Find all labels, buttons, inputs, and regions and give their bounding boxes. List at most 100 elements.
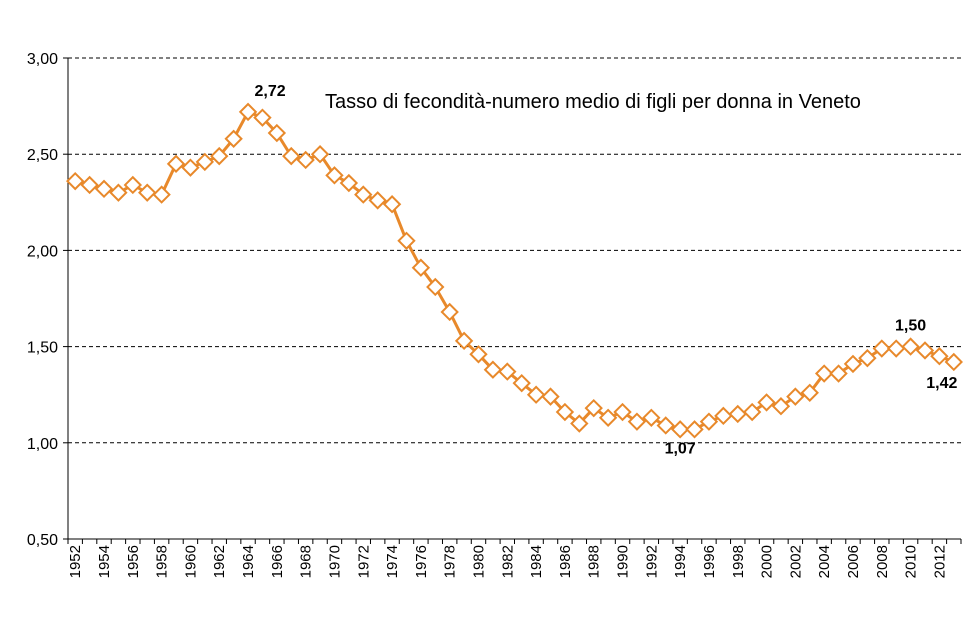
data-point [584,398,603,418]
data-label: 1,07 [665,440,696,457]
data-label: 1,50 [895,318,926,335]
data-point [483,360,503,379]
series-group [66,102,963,439]
data-point [339,173,359,193]
x-axis-ticks: 1952 1954 1956 1958 1960 1962 1964 1966 1968 1970… [67,539,962,578]
data-point [742,402,762,422]
x-tick-label: 1956 [125,545,142,578]
data-point [123,175,143,195]
x-tick-label: 1994 [672,545,689,578]
x-tick-label: 1972 [355,545,372,578]
data-point [498,362,517,381]
axes [67,58,961,540]
x-tick-label: 1978 [442,545,459,578]
y-tick-label: 2,00 [27,243,58,260]
y-tick-label: 0,50 [27,532,58,549]
data-point [915,341,935,360]
data-point [382,195,402,214]
data-point [325,166,344,185]
data-point [368,191,387,210]
data-point [656,416,675,435]
data-point [224,129,243,149]
data-point [886,339,906,358]
data-point [66,171,85,191]
data-point [296,150,315,170]
data-point [267,123,287,143]
data-point [541,387,560,406]
x-tick-label: 1968 [298,545,315,578]
x-tick-label: 2004 [816,545,833,578]
x-tick-label: 1952 [67,545,84,578]
data-label: 1,42 [926,375,957,392]
data-point [166,154,186,174]
data-point [152,185,171,204]
data-point [699,412,719,431]
x-tick-label: 2002 [787,545,804,578]
data-point [786,387,805,406]
data-point [800,383,819,402]
data-point [858,348,877,368]
data-point [714,406,733,426]
data-point [728,404,747,424]
data-point [829,364,848,383]
data-point [181,158,200,177]
x-tick-label: 1970 [326,545,343,578]
data-point [282,146,301,166]
x-tick-label: 1992 [643,545,660,578]
data-point [310,145,330,164]
y-tick-label: 1,00 [27,436,58,453]
data-point [195,152,215,172]
annotations: 2,72 1,07 1,50 1,42 [254,83,957,457]
data-label: 2,72 [254,83,285,100]
x-tick-label: 2008 [874,545,891,578]
x-tick-label: 1998 [730,545,747,578]
data-point [397,231,416,250]
data-point [238,102,258,122]
x-tick-label: 1976 [413,545,430,578]
data-point [570,414,589,433]
x-tick-label: 1982 [499,545,516,578]
data-point [354,185,373,204]
x-tick-label: 1966 [269,545,286,578]
x-tick-label: 1996 [701,545,718,578]
data-point [440,302,459,322]
data-point [526,385,546,404]
data-point [598,408,618,427]
data-point [109,183,128,202]
x-tick-label: 1988 [586,545,603,578]
data-point [210,146,229,166]
data-point [901,337,920,356]
x-tick-label: 2000 [759,545,776,578]
x-tick-label: 2006 [845,545,862,578]
y-axis-ticks: 0,50 1,00 1,50 2,00 2,50 3,00 [27,51,68,549]
data-point [771,397,791,416]
data-point [872,339,891,358]
data-point [642,408,661,427]
y-tick-label: 3,00 [27,51,58,68]
x-tick-label: 1960 [182,545,199,578]
x-tick-label: 1964 [240,545,257,578]
data-point [930,347,949,366]
x-tick-label: 2010 [903,545,920,578]
data-point [253,108,272,127]
y-tick-label: 2,50 [27,147,58,164]
data-point [454,331,474,351]
data-point [843,354,863,374]
data-point [944,352,963,372]
data-point [627,412,647,431]
y-tick-label: 1,50 [27,340,58,357]
data-point [94,179,114,199]
chart-title: Tasso di fecondità-numero medio di figli… [325,91,861,113]
data-point [80,175,99,195]
x-tick-label: 1954 [96,545,113,578]
x-tick-label: 1986 [557,545,574,578]
data-point [685,420,704,439]
x-tick-label: 1974 [384,545,401,578]
data-point [512,373,531,393]
data-point [613,402,632,422]
data-point [555,402,575,422]
x-tick-label: 1990 [615,545,632,578]
data-point [138,183,157,202]
